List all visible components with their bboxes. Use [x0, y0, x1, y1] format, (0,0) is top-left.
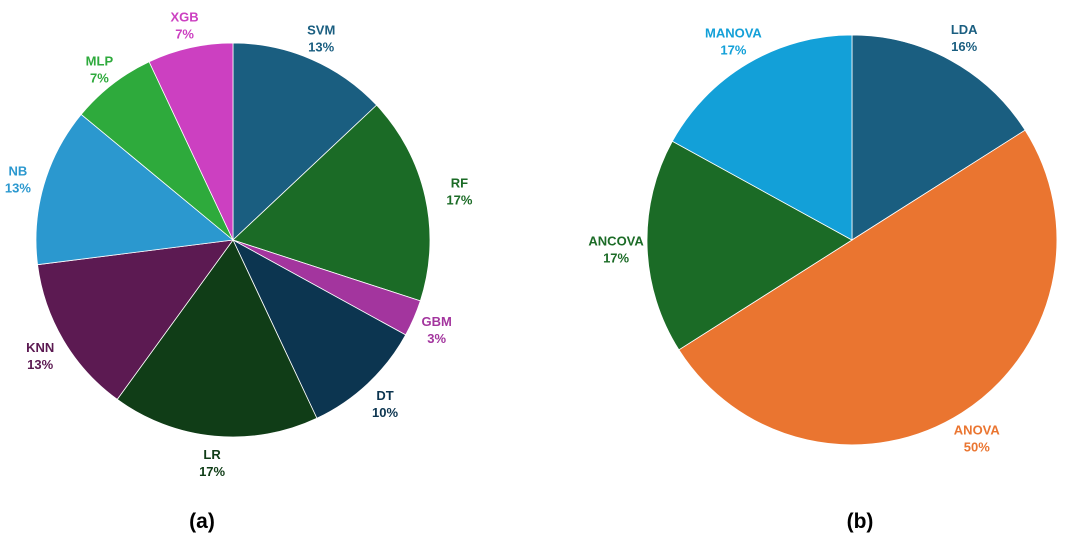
slice-percent-anova: 50% — [964, 440, 990, 455]
slice-percent-manova: 17% — [720, 42, 746, 57]
pie-slice-lda — [851, 34, 1026, 241]
pie-slice-rf — [232, 104, 431, 302]
slice-percent-knn: 13% — [27, 357, 53, 372]
slice-percent-gbm: 3% — [427, 331, 446, 346]
panel-label-b: (b) — [847, 510, 874, 533]
slice-percent-dt: 10% — [372, 405, 398, 420]
slice-percent-lda: 16% — [951, 39, 977, 54]
slice-percent-mlp: 7% — [90, 71, 109, 86]
slice-label-svm: SVM — [307, 22, 335, 37]
slice-percent-rf: 17% — [446, 192, 472, 207]
slice-percent-nb: 13% — [5, 181, 31, 196]
slice-label-knn: KNN — [26, 340, 54, 355]
pie-slice-lr — [116, 239, 318, 438]
pie-chart-a: SVM 13% RF 17% GBM 3% DT 10% LR 17% KNN 13% NB 13% MLP… — [5, 9, 473, 479]
slice-label-ancova: ANCOVA — [588, 233, 644, 248]
slice-label-rf: RF — [451, 175, 468, 190]
slice-label-lda: LDA — [951, 22, 978, 37]
pie-slice-anova — [678, 129, 1058, 446]
slice-percent-svm: 13% — [308, 39, 334, 54]
slice-label-manova: MANOVA — [705, 25, 762, 40]
slice-percent-xgb: 7% — [175, 26, 194, 41]
pie-slice-dt — [232, 239, 407, 419]
slice-label-xgb: XGB — [171, 9, 199, 24]
pie-slice-knn — [37, 239, 234, 400]
pie-slice-nb — [35, 113, 234, 266]
slice-percent-lr: 17% — [199, 464, 225, 479]
pie-slice-svm — [232, 42, 378, 241]
slice-label-nb: NB — [9, 164, 28, 179]
slice-percent-ancova: 17% — [603, 250, 629, 265]
pie-chart-b: LDA 16% ANOVA 50% ANCOVA 17% MANOVA 17% — [588, 22, 1058, 455]
slice-label-gbm: GBM — [422, 314, 452, 329]
pie-slice-ancova — [646, 140, 853, 351]
pie-slice-xgb — [148, 42, 234, 241]
slice-label-lr: LR — [203, 447, 221, 462]
panel-label-a: (a) — [189, 510, 215, 533]
slice-label-dt: DT — [376, 388, 393, 403]
pie-slice-manova — [671, 34, 853, 241]
slice-label-anova: ANOVA — [954, 423, 1001, 438]
slice-label-mlp: MLP — [86, 54, 114, 69]
